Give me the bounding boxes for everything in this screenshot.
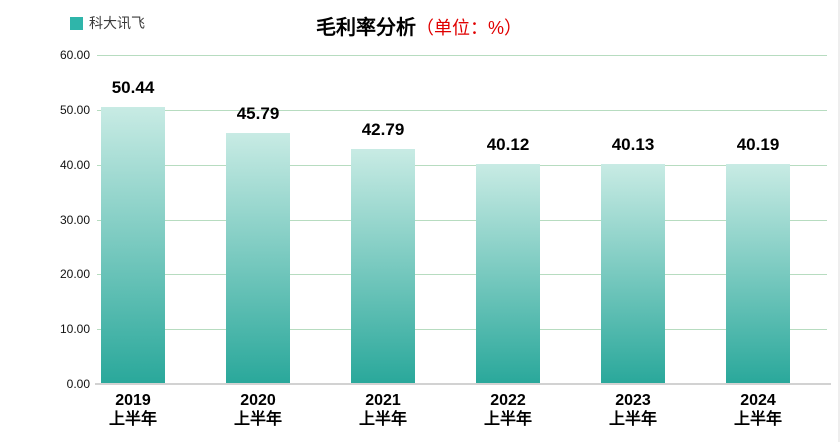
y-axis-tick-label: 0.00	[66, 377, 90, 391]
bar-value-label: 40.19	[736, 134, 780, 154]
x-axis-category-line: 上半年	[233, 411, 283, 428]
chart-title-main: 毛利率分析	[315, 17, 416, 39]
bar	[101, 107, 165, 383]
x-axis-category-label: 2021 上半年	[359, 391, 407, 429]
gridline	[97, 109, 827, 111]
x-axis-category-label: 2020 上半年	[234, 391, 282, 429]
x-axis-category-line: 2019	[115, 392, 151, 409]
x-axis-category-line: 2023	[615, 392, 651, 409]
gridline	[97, 219, 827, 221]
x-axis-category-line: 上半年	[733, 411, 783, 428]
x-axis-line	[95, 383, 831, 385]
x-axis-category-label: 2024 上半年	[734, 391, 782, 429]
chart-title: 毛利率分析（单位：%）	[0, 11, 838, 40]
bar	[351, 149, 415, 383]
gridline	[97, 55, 827, 56]
legend: 科大讯飞	[70, 13, 145, 33]
x-axis-category-label: 2023 上半年	[609, 391, 657, 429]
bar	[226, 132, 290, 383]
gridline	[97, 329, 827, 331]
y-axis-tick-label: 50.00	[59, 102, 90, 117]
y-axis-tick-label: 40.00	[59, 157, 90, 172]
bar	[726, 163, 790, 383]
gridline	[97, 164, 827, 166]
x-axis-category-line: 2022	[490, 392, 526, 409]
legend-series-label: 科大讯飞	[89, 15, 145, 31]
y-axis-tick-label: 60.00	[59, 48, 90, 62]
y-axis-tick-label: 30.00	[59, 212, 90, 227]
y-axis-tick-label: 20.00	[59, 267, 90, 282]
x-axis-category-label: 2022 上半年	[484, 391, 532, 429]
x-axis-category-line: 2020	[240, 392, 276, 409]
bar-value-label: 42.79	[361, 120, 405, 140]
chart-title-unit: （单位：%）	[415, 18, 522, 38]
x-axis-category-line: 上半年	[108, 411, 158, 428]
x-axis-category-line: 2024	[740, 392, 776, 409]
x-axis-category-line: 上半年	[483, 411, 533, 428]
bar-value-label: 40.12	[486, 135, 530, 154]
bar	[601, 163, 665, 383]
x-axis-category-label: 2019 上半年	[109, 391, 157, 429]
bar	[476, 164, 540, 383]
x-axis-category-line: 上半年	[358, 411, 408, 428]
gridline	[97, 274, 827, 276]
bar-value-label: 45.79	[236, 103, 280, 123]
x-axis-category-line: 上半年	[608, 411, 658, 428]
x-axis-category-line: 2021	[365, 392, 401, 409]
y-axis-tick-label: 10.00	[59, 322, 90, 337]
legend-swatch-icon	[70, 16, 83, 30]
bar-value-label: 40.13	[611, 134, 655, 154]
bar-value-label: 50.44	[111, 78, 155, 98]
